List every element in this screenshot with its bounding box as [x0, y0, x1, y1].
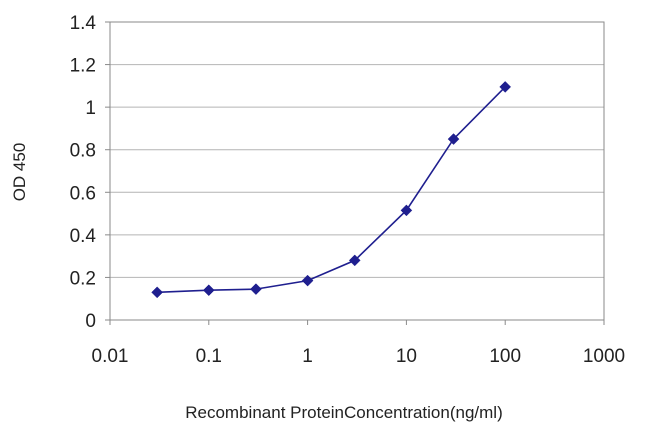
x-tick-label: 10: [396, 346, 417, 367]
x-tick-label: 1: [302, 346, 313, 367]
data-point: [348, 254, 361, 267]
data-point: [151, 286, 163, 299]
gridlines: [110, 64, 604, 278]
data-point: [250, 283, 262, 295]
y-tick-label: 1: [85, 98, 96, 119]
data-point: [499, 81, 512, 93]
y-tick-label: 0.2: [70, 268, 96, 289]
x-tick-label: 0.1: [196, 346, 222, 367]
y-tick-label: 1.4: [70, 13, 97, 34]
data-point: [202, 284, 215, 297]
y-tick-label: 0: [85, 311, 96, 332]
data-point: [400, 204, 413, 217]
y-tick-label: 1.2: [70, 56, 96, 77]
x-axis-title: Recombinant ProteinConcentration(ng/ml): [185, 403, 503, 422]
x-tick-label: 1000: [583, 346, 625, 367]
axis-ticks: 0 0.2 0.4 0.6 0.8 1 1.2 1.4 0.01 0.1 1 10 100 1000: [70, 13, 626, 367]
series-line: [157, 86, 506, 294]
y-tick-label: 0.6: [70, 183, 96, 204]
y-tick-label: 0.4: [70, 226, 97, 247]
data-point: [447, 133, 460, 145]
y-axis-title: OD 450: [10, 143, 29, 202]
x-tick-label: 0.01: [92, 346, 129, 367]
data-point: [301, 274, 314, 287]
series: [151, 81, 512, 299]
y-tick-label: 0.8: [70, 141, 96, 162]
x-tick-label: 100: [489, 346, 521, 367]
plot-area: [109, 21, 605, 321]
